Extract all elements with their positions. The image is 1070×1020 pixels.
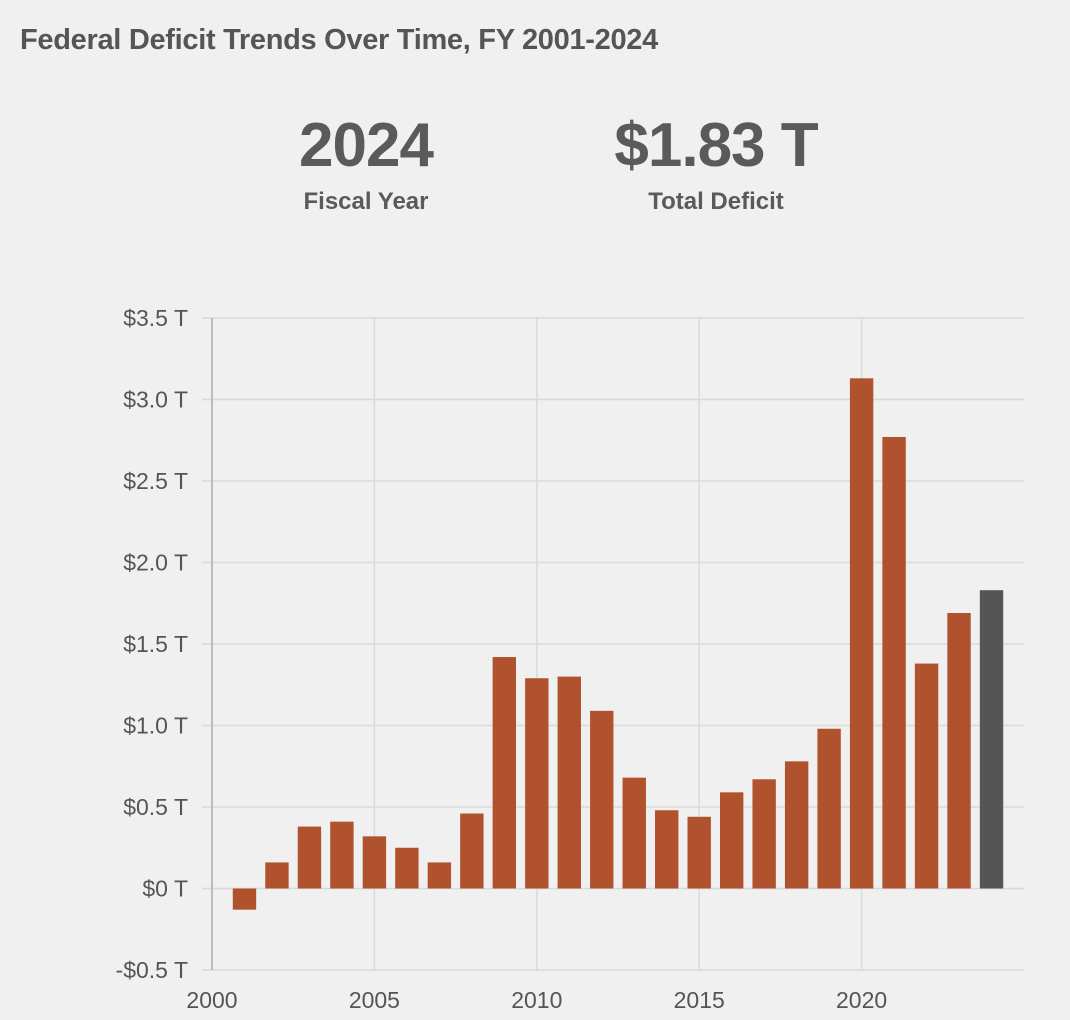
y-tick-label: $0 T	[142, 876, 188, 902]
tick-label-layer: $3.5 T $3.0 T $2.5 T $2.0 T $1.5 T $1.0 T $0.5…	[116, 305, 888, 1013]
bar-2020[interactable]	[849, 378, 874, 889]
x-tick-label: 2010	[511, 987, 562, 1013]
fiscal-year-kpi: 2024 Fiscal Year	[206, 110, 526, 216]
y-tick-label: $1.0 T	[123, 713, 188, 739]
fiscal-year-label: Fiscal Year	[303, 188, 429, 215]
y-tick-label: $3.5 T	[123, 305, 188, 331]
x-tick-label: 2020	[836, 987, 887, 1013]
bar-layer	[232, 378, 1004, 910]
x-tick-label: 2000	[186, 987, 237, 1013]
bar-highlighted-2024[interactable]	[979, 590, 1004, 889]
bar-2012[interactable]	[590, 710, 614, 889]
y-tick-label: $3.0 T	[123, 387, 188, 413]
total-deficit-label: Total Deficit	[648, 188, 784, 215]
bar-2005[interactable]	[362, 836, 387, 889]
bar-2022[interactable]	[914, 663, 939, 889]
bar-2009[interactable]	[492, 657, 517, 889]
chart-title: Federal Deficit Trends Over Time, FY 200…	[20, 24, 658, 56]
bar-2001[interactable]	[232, 888, 257, 910]
bar-2013[interactable]	[622, 777, 646, 889]
total-deficit-kpi: $1.83 T Total Deficit	[556, 110, 876, 216]
bar-2004[interactable]	[330, 821, 354, 889]
y-tick-label: $1.5 T	[123, 631, 188, 657]
x-tick-label: 2015	[674, 987, 725, 1013]
y-tick-label: $0.5 T	[123, 794, 188, 820]
fiscal-year-value: 2024	[299, 111, 434, 180]
bar-2003[interactable]	[297, 826, 322, 889]
bar-2008[interactable]	[460, 813, 484, 889]
bar-2019[interactable]	[817, 728, 841, 889]
bar-2015[interactable]	[687, 816, 711, 889]
bar-2010[interactable]	[525, 678, 549, 889]
total-deficit-value: $1.83 T	[614, 111, 818, 180]
bar-2017[interactable]	[752, 779, 776, 889]
bar-2023[interactable]	[947, 613, 971, 889]
bar-2014[interactable]	[655, 810, 679, 889]
y-tick-label: -$0.5 T	[116, 957, 188, 983]
bar-2006[interactable]	[395, 847, 419, 889]
x-tick-label: 2005	[349, 987, 400, 1013]
bar-2011[interactable]	[557, 676, 581, 889]
y-tick-label: $2.0 T	[123, 550, 188, 576]
bar-2021[interactable]	[882, 436, 906, 889]
y-tick-label: $2.5 T	[123, 468, 188, 494]
bar-2016[interactable]	[719, 792, 744, 889]
bar-2007[interactable]	[427, 862, 452, 889]
bar-2018[interactable]	[784, 761, 809, 889]
bar-2002[interactable]	[265, 862, 289, 889]
